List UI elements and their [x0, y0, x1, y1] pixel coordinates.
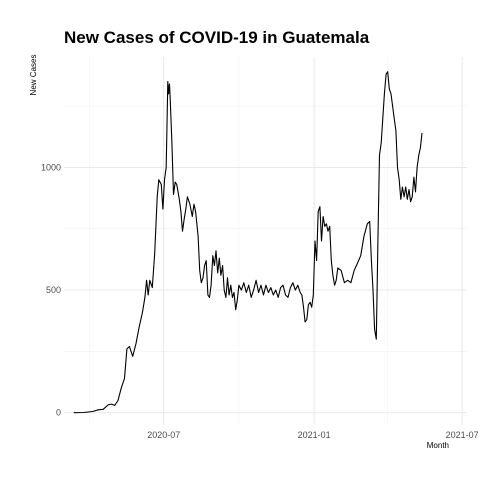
x-tick-label: 2021-01 [298, 430, 331, 440]
y-axis-label: New Cases [29, 55, 38, 96]
grid [64, 57, 467, 425]
axis-ticks: 0 500 1000 2020-07 2021-01 2021-07 [41, 162, 479, 440]
y-tick-label: 500 [46, 285, 61, 295]
series-layer [73, 71, 423, 414]
y-tick-label: 0 [56, 408, 61, 418]
series-line-new-cases [73, 71, 423, 414]
x-tick-label: 2020-07 [147, 430, 180, 440]
y-tick-label: 1000 [41, 162, 61, 172]
x-axis-label: Month [427, 441, 449, 450]
chart-title: New Cases of COVID-19 in Guatemala [64, 28, 370, 47]
x-tick-label: 2021-07 [446, 430, 479, 440]
